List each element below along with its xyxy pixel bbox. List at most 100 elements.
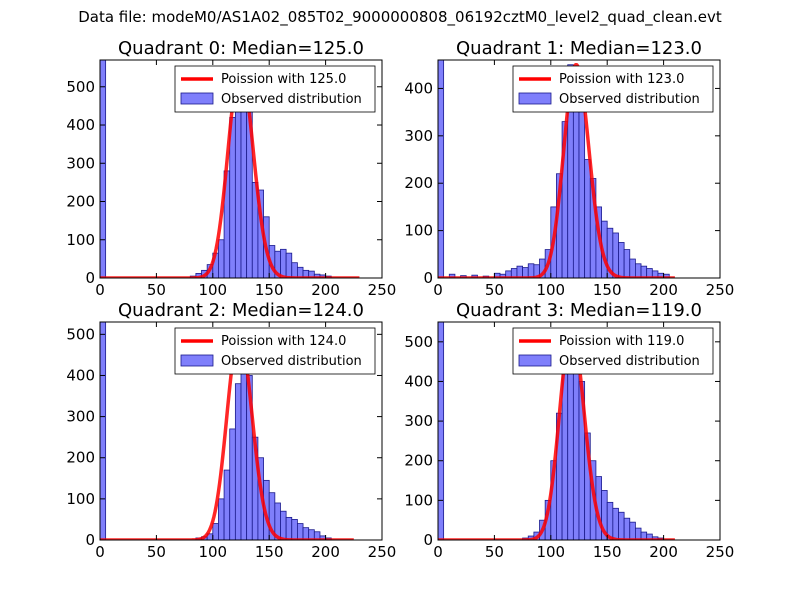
histogram-bar: [635, 263, 642, 278]
x-tick-label: 100: [198, 281, 227, 299]
legend-bar-label: Observed distribution: [559, 92, 700, 107]
quadrant-2-panel: 0 50 100 150 200 250 0 100 200 300 400 500 Quadrant …: [66, 300, 396, 561]
quadrant-0-panel: 0 50 100 150 200 250 0 100 200 300 400 500 Quadrant …: [66, 38, 396, 299]
histogram-bar: [527, 263, 535, 278]
x-tick-label: 100: [198, 543, 227, 561]
histogram-bar: [291, 262, 298, 278]
x-tick-label: 0: [95, 543, 105, 561]
x-tick-label: 100: [536, 281, 565, 299]
legend-line-label: Poission with 124.0: [221, 334, 346, 349]
histogram-bar: [578, 92, 586, 278]
poisson-curve: [438, 328, 676, 540]
x-tick-label: 100: [536, 543, 565, 561]
y-tick-label: 400: [66, 116, 95, 134]
x-tick-label: 150: [593, 543, 622, 561]
histogram-bar: [438, 60, 445, 278]
x-tick-label: 0: [433, 543, 443, 561]
y-tick-label: 0: [423, 531, 433, 549]
y-tick-label: 300: [66, 154, 95, 172]
quadrant-1-panel: 0 50 100 150 200 250 0 100 200 300 400 Quadrant 1: …: [404, 38, 734, 299]
y-tick-label: 400: [66, 366, 95, 384]
histogram-bar: [234, 86, 242, 278]
x-tick-label: 150: [593, 281, 622, 299]
x-tick-label: 200: [311, 281, 340, 299]
x-tick-label: 50: [147, 281, 166, 299]
figure-title: Data file: modeM0/AS1A02_085T02_90000008…: [78, 8, 722, 26]
y-tick-label: 0: [85, 531, 95, 549]
legend: Poission with 119.0 Observed distribution: [512, 327, 714, 375]
axes-frame: [99, 321, 383, 541]
histogram-bar: [629, 258, 636, 278]
panel-title: Quadrant 1: Median=123.0: [456, 38, 702, 59]
x-tick-label: 50: [147, 543, 166, 561]
legend: Poission with 125.0 Observed distribution: [174, 65, 376, 113]
y-tick-label: 500: [66, 325, 95, 343]
legend: Poission with 124.0 Observed distribution: [174, 327, 376, 375]
y-tick-label: 0: [85, 269, 95, 287]
y-tick-label: 100: [404, 491, 433, 509]
plot-area: [438, 322, 676, 540]
legend-bar-label: Observed distribution: [221, 354, 362, 369]
legend-line-label: Poission with 125.0: [221, 72, 346, 87]
histogram-bar: [229, 428, 236, 540]
histogram-bar: [612, 507, 619, 540]
y-tick-label: 400: [404, 79, 433, 97]
y-tick-label: 100: [66, 490, 95, 508]
legend-bar-swatch: [518, 92, 552, 105]
panel-title: Quadrant 0: Median=125.0: [118, 38, 364, 59]
legend-line-label: Poission with 119.0: [559, 334, 684, 349]
x-tick-label: 150: [255, 543, 284, 561]
x-tick-label: 150: [255, 281, 284, 299]
histogram-bar: [438, 322, 445, 540]
legend-bar-swatch: [180, 92, 214, 105]
quadrant-3-panel: 0 50 100 150 200 250 0 100 200 300 400 500 Quadrant …: [404, 300, 734, 561]
legend-bar-label: Observed distribution: [559, 354, 700, 369]
y-tick-label: 100: [66, 231, 95, 249]
x-tick-label: 0: [95, 281, 105, 299]
x-tick-label: 250: [706, 281, 735, 299]
poisson-curve: [100, 65, 361, 278]
histogram-bar: [291, 519, 298, 540]
legend-bar-swatch: [518, 354, 552, 367]
histogram-bar: [516, 265, 524, 278]
histogram-bar: [448, 273, 456, 278]
histogram-bar: [223, 469, 231, 540]
y-tick-label: 300: [404, 412, 433, 430]
y-tick-label: 100: [404, 222, 433, 240]
x-tick-label: 200: [649, 543, 678, 561]
x-tick-label: 200: [311, 543, 340, 561]
histogram-bar: [561, 373, 569, 540]
panel-title: Quadrant 3: Median=119.0: [456, 300, 702, 321]
x-tick-label: 50: [485, 543, 504, 561]
histogram-bar: [612, 232, 619, 278]
y-tick-label: 400: [404, 372, 433, 390]
y-tick-label: 300: [404, 127, 433, 145]
histogram-bar: [296, 523, 304, 540]
y-tick-label: 200: [66, 449, 95, 467]
x-tick-label: 250: [706, 543, 735, 561]
poisson-curve: [100, 332, 355, 540]
legend-line-label: Poission with 123.0: [559, 72, 684, 87]
legend: Poission with 123.0 Observed distribution: [512, 65, 714, 113]
plot-area: [100, 60, 361, 278]
histogram-bar: [635, 527, 642, 540]
histogram-bar: [629, 521, 636, 540]
x-tick-label: 250: [368, 281, 397, 299]
histogram-bar: [285, 516, 293, 540]
y-tick-label: 200: [404, 452, 433, 470]
legend-bar-swatch: [180, 354, 214, 367]
histogram-bar: [623, 249, 631, 278]
y-tick-label: 200: [404, 174, 433, 192]
axes-frame: [437, 321, 721, 541]
histogram-bar: [640, 265, 648, 278]
histogram-bar: [100, 322, 107, 540]
histogram-bar: [302, 527, 310, 540]
y-tick-label: 500: [404, 333, 433, 351]
histogram-bar: [280, 248, 287, 278]
histogram-bar: [234, 383, 242, 540]
histogram-bar: [618, 511, 625, 540]
axes-frame: [99, 59, 383, 279]
legend-bar-label: Observed distribution: [221, 92, 362, 107]
histogram-bar: [623, 517, 631, 540]
